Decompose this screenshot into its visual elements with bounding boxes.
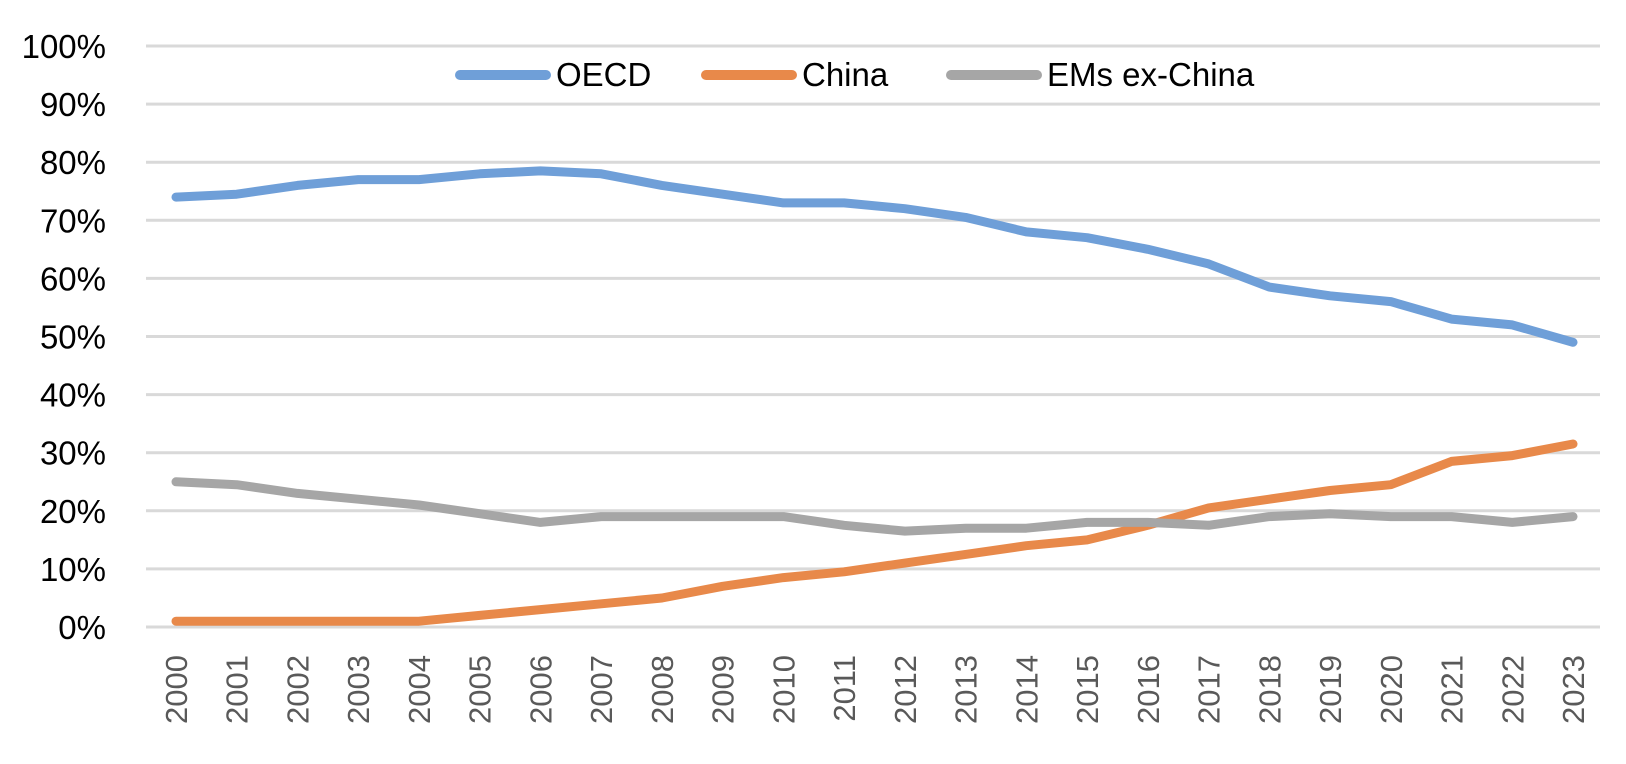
y-tick-label: 0% — [58, 609, 106, 646]
x-tick-label: 2002 — [280, 655, 315, 724]
y-tick-label: 10% — [40, 551, 106, 588]
x-tick-label: 2017 — [1192, 655, 1227, 724]
x-tick-label: 2014 — [1009, 655, 1044, 724]
x-tick-label: 2020 — [1374, 655, 1409, 724]
x-tick-label: 2001 — [220, 655, 255, 724]
x-tick-label: 2004 — [402, 655, 437, 724]
x-tick-label: 2012 — [888, 655, 923, 724]
x-tick-label: 2016 — [1131, 655, 1166, 724]
x-tick-label: 2021 — [1435, 655, 1470, 724]
series-line-ems-ex-china — [171, 477, 1578, 536]
y-tick-label: 40% — [40, 377, 106, 414]
series-lines — [171, 166, 1578, 626]
x-tick-label: 2015 — [1070, 655, 1105, 724]
x-tick-label: 2000 — [159, 655, 194, 724]
x-tick-label: 2006 — [523, 655, 558, 724]
y-tick-label: 60% — [40, 260, 106, 297]
x-tick-label: 2022 — [1495, 655, 1530, 724]
series-line-china — [171, 439, 1578, 626]
x-tick-label: 2007 — [584, 655, 619, 724]
series-line-oecd — [171, 166, 1578, 347]
x-tick-label: 2018 — [1252, 655, 1287, 724]
x-tick-label: 2008 — [645, 655, 680, 724]
legend-label-oecd: OECD — [556, 56, 651, 93]
y-tick-label: 100% — [22, 28, 106, 65]
x-tick-label: 2013 — [949, 655, 984, 724]
y-tick-label: 20% — [40, 493, 106, 530]
gridlines — [146, 44, 1600, 629]
x-tick-label: 2019 — [1313, 655, 1348, 724]
y-axis-tick-labels: 0% 10% 20% 30% 40% 50% 60% 70% 80% 90% 100% — [22, 28, 106, 646]
legend-label-ems-ex-china: EMs ex-China — [1047, 56, 1255, 93]
x-tick-label: 2023 — [1556, 655, 1591, 724]
y-tick-label: 30% — [40, 435, 106, 472]
legend: OECD China EMs ex-China — [455, 56, 1255, 93]
x-tick-label: 2003 — [341, 655, 376, 724]
y-tick-label: 70% — [40, 202, 106, 239]
x-axis-tick-labels: 2000 2001 2002 2003 2004 2005 2006 2007 2008 2009… — [159, 655, 1591, 724]
x-tick-label: 2005 — [463, 655, 498, 724]
legend-label-china: China — [802, 56, 889, 93]
x-tick-label: 2010 — [766, 655, 801, 724]
y-tick-label: 90% — [40, 86, 106, 123]
y-tick-label: 80% — [40, 144, 106, 181]
y-tick-label: 50% — [40, 319, 106, 356]
x-tick-label: 2011 — [827, 655, 862, 722]
x-tick-label: 2009 — [706, 655, 741, 724]
